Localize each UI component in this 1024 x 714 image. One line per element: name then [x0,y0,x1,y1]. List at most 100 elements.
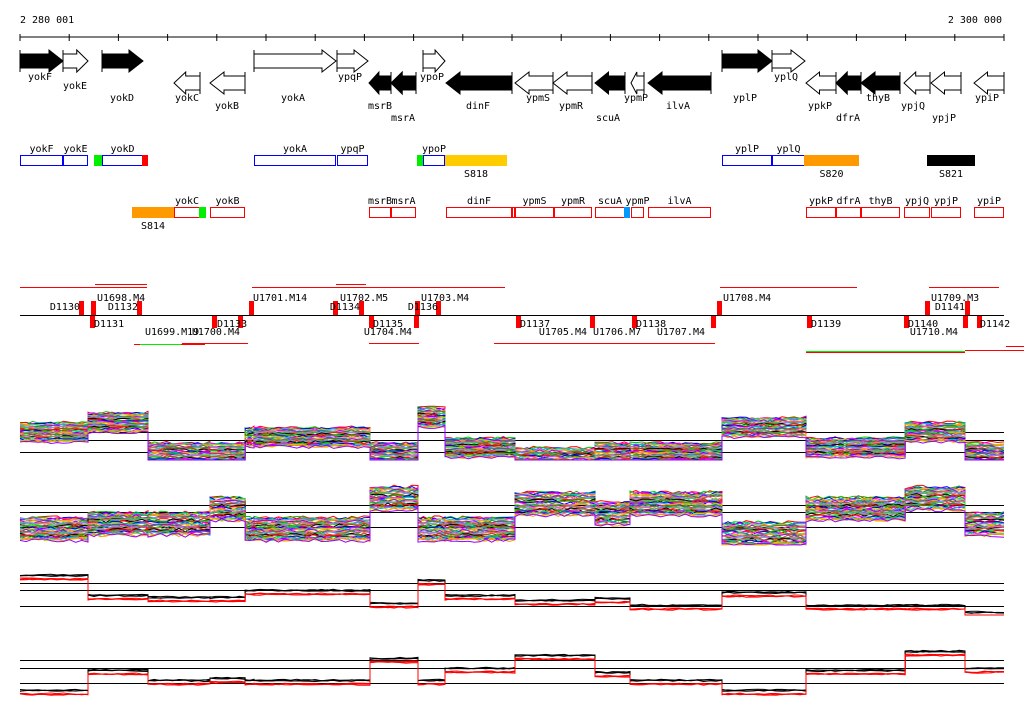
reverse-gene-arrow-icon[interactable] [647,70,712,96]
feature-rect[interactable] [446,207,512,218]
feature-rect[interactable] [648,207,711,218]
gene-yokC[interactable]: yokC [173,70,201,104]
feature-rect[interactable] [391,207,416,218]
feature-rect[interactable] [624,207,630,218]
gene-scuA[interactable]: scuA [594,70,626,124]
feature-rect[interactable] [337,155,368,166]
transcription-unit-U1704.M4[interactable]: U1704.M4 [364,316,419,338]
forward-gene-arrow-icon[interactable] [336,48,369,74]
feature-rect[interactable] [804,155,859,166]
gene-yokD[interactable]: yokD [101,48,144,104]
feature-rect[interactable] [417,155,423,166]
transcription-unit-U1703.M4[interactable]: U1703.M4 [415,293,469,315]
feature-box-ypmP[interactable]: ypmP [625,196,650,218]
transcription-unit-U1709.M3[interactable]: U1709.M3 [925,293,979,315]
forward-gene-arrow-icon[interactable] [422,48,446,74]
transcription-unit-D1134[interactable]: D1134 [330,301,364,315]
feature-rect[interactable] [445,155,507,166]
forward-gene-arrow-icon[interactable] [253,48,337,74]
transcription-unit-D1130[interactable]: D1130 [50,301,84,315]
feature-rect[interactable] [631,207,644,218]
feature-box-msrB[interactable]: msrB [368,196,392,218]
gene-ypjP[interactable]: ypjP [930,70,962,124]
reverse-gene-arrow-icon[interactable] [835,70,862,96]
gene-ypkP[interactable]: ypkP [805,70,837,112]
feature-rect[interactable] [423,155,445,166]
feature-box-dinF[interactable]: dinF [446,196,512,218]
feature-box[interactable] [417,155,423,166]
feature-rect[interactable] [199,207,206,218]
gene-yokF[interactable]: yokF [19,48,64,83]
transcription-unit-D1133[interactable]: D1133 [212,316,247,330]
transcription-unit-U1702.M5[interactable]: U1702.M5 [333,293,388,315]
feature-box-yplP[interactable]: yplP [722,144,772,166]
feature-rect[interactable] [132,207,174,218]
feature-box[interactable] [199,207,206,218]
gene-yokE[interactable]: yokE [62,48,89,92]
reverse-gene-arrow-icon[interactable] [805,70,837,96]
transcription-unit-D1139[interactable]: D1139 [807,316,841,330]
reverse-gene-arrow-icon[interactable] [594,70,626,96]
reverse-gene-arrow-icon[interactable] [930,70,962,96]
feature-box-ypjP[interactable]: ypjP [931,196,961,218]
feature-box-ypqP[interactable]: ypqP [337,144,368,166]
feature-box[interactable] [624,207,630,218]
gene-ypmR[interactable]: ypmR [552,70,593,112]
transcription-unit-D1141[interactable]: D1141 [935,301,970,315]
feature-box-ypkP[interactable]: ypkP [806,196,836,218]
gene-yokB[interactable]: yokB [209,70,246,112]
transcription-unit-U1700.M4[interactable]: U1700.M4 [192,316,243,338]
transcription-unit-U1699.M19[interactable]: U1699.M19 [145,327,199,338]
feature-rect[interactable] [254,155,336,166]
feature-box-S814[interactable]: S814 [132,207,174,233]
feature-box-ilvA[interactable]: ilvA [648,196,711,218]
feature-rect[interactable] [515,207,554,218]
transcription-unit-D1140[interactable]: D1140 [904,316,938,330]
reverse-gene-arrow-icon[interactable] [368,70,392,96]
feature-box-S820[interactable]: S820 [804,155,859,181]
feature-box-yplQ[interactable]: yplQ [772,144,805,166]
feature-box-yokC[interactable]: yokC [174,196,200,218]
feature-rect[interactable] [974,207,1004,218]
feature-box-S821[interactable]: S821 [927,155,975,181]
transcription-unit-U1706.M7[interactable]: U1706.M7 [593,327,641,338]
transcription-unit-D1137[interactable]: D1137 [516,316,550,330]
reverse-gene-arrow-icon[interactable] [552,70,593,96]
feature-rect[interactable] [63,155,88,166]
transcription-unit-D1131[interactable]: D1131 [90,316,124,330]
reverse-gene-arrow-icon[interactable] [445,70,513,96]
feature-box-yokA[interactable]: yokA [254,144,336,166]
gene-ypmS[interactable]: ypmS [514,70,554,104]
feature-rect[interactable] [369,207,391,218]
gene-msrA[interactable]: msrA [390,70,417,124]
gene-thyB[interactable]: thyB [860,70,901,104]
feature-box[interactable] [142,155,148,166]
forward-gene-arrow-icon[interactable] [101,48,144,74]
gene-yplP[interactable]: yplP [721,48,773,104]
forward-gene-arrow-icon[interactable] [771,48,806,74]
transcription-unit-D1135[interactable]: D1135 [369,316,403,330]
feature-rect[interactable] [836,207,861,218]
transcription-unit-U1710.M4[interactable]: U1710.M4 [910,316,968,338]
reverse-gene-arrow-icon[interactable] [860,70,901,96]
transcription-unit-U1707.M4[interactable]: U1707.M4 [657,316,716,338]
feature-rect[interactable] [142,155,148,166]
feature-box-thyB[interactable]: thyB [861,196,900,218]
feature-box-scuA[interactable]: scuA [595,196,625,218]
reverse-gene-arrow-icon[interactable] [630,71,645,95]
gene-ypoP[interactable]: ypoP [420,48,446,83]
feature-rect[interactable] [210,207,245,218]
feature-box[interactable] [512,207,515,218]
feature-rect[interactable] [722,155,772,166]
feature-box-ypmR[interactable]: ypmR [554,196,592,218]
feature-box[interactable] [94,155,102,166]
feature-box-yokD[interactable]: yokD [102,144,143,166]
feature-rect[interactable] [554,207,592,218]
feature-box-ypoP[interactable]: ypoP [422,144,446,166]
transcription-unit-U1698.M4[interactable]: U1698.M4 [91,293,145,315]
gene-ypmP[interactable]: ypmP [624,71,648,104]
reverse-gene-arrow-icon[interactable] [390,70,417,96]
feature-rect[interactable] [861,207,900,218]
forward-gene-arrow-icon[interactable] [62,48,89,74]
forward-gene-arrow-icon[interactable] [19,48,64,74]
